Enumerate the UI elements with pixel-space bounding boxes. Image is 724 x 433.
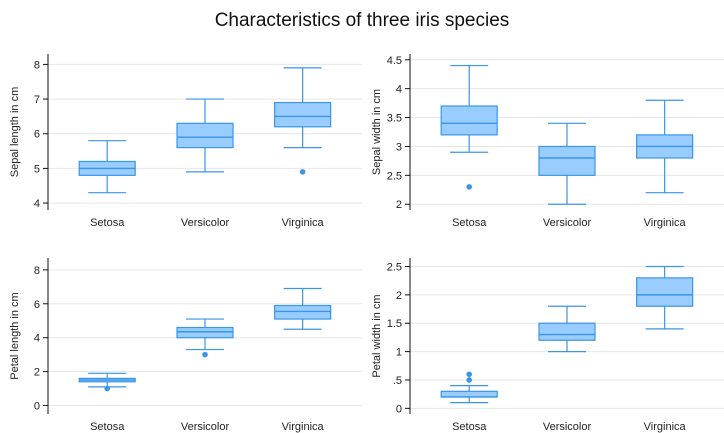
box-versicolor [176,98,234,173]
box-setosa [78,140,136,194]
chart-title: Characteristics of three iris species [214,10,510,31]
y-tick-label: 1 [396,347,402,359]
box-versicolor [538,122,596,205]
y-tick-label: 3.5 [387,113,402,125]
x-tick-label: Virginica [282,217,325,229]
x-tick-label: Setosa [90,421,125,433]
iqr-box [538,322,596,341]
x-tick-label: Virginica [644,217,687,229]
box-virginica [274,287,332,330]
y-tick-label: 4 [34,198,40,210]
x-tick-label: Setosa [452,217,487,229]
iqr-box [176,326,234,339]
y-tick-label: 2 [396,199,402,211]
x-tick-label: Setosa [90,217,125,229]
y-tick-label: 2 [34,367,40,379]
panel-3: 0 2 4 6 8 Petal length in cm Setosa Versicolor V… [9,258,362,433]
x-tick-label: Setosa [452,421,487,433]
outlier-point [299,169,306,175]
y-tick-label: 7 [34,94,40,106]
y-tick-label: 0 [396,403,402,415]
y-tick-label: .5 [393,375,402,387]
panel-2: 2 2.5 3 3.5 4 4.5 Sepal width in cm Setosa Versi… [371,54,724,229]
y-axis-title: Petal length in cm [9,292,21,379]
y-tick-label: 6 [34,299,40,311]
y-axis-title: Sepal length in cm [9,87,21,178]
iqr-box [274,304,332,320]
y-tick-label: 2.5 [387,170,402,182]
y-tick-label: 0 [34,401,40,413]
iqr-box [274,101,332,128]
iqr-box [636,277,694,307]
x-tick-label: Versicolor [181,421,230,433]
iqr-box [538,145,596,176]
y-tick-label: 6 [34,129,40,141]
y-tick-label: 1.5 [387,318,402,330]
box-versicolor [176,318,234,358]
y-tick-label: 8 [34,59,40,71]
y-tick-label: 5 [34,163,40,175]
x-tick-label: Versicolor [181,217,230,229]
outlier-point [466,184,472,190]
box-versicolor [538,305,596,353]
y-axis-title: Sepal width in cm [371,89,383,175]
iqr-box [440,105,498,136]
outlier-point [466,371,472,378]
y-axis-title: Petal width in cm [371,294,383,377]
y-tick-label: 8 [34,265,40,277]
iqr-box [440,390,498,398]
x-tick-label: Versicolor [543,217,592,229]
iqr-box [176,122,234,149]
x-tick-label: Virginica [282,421,325,433]
y-tick-label: 4 [34,333,40,345]
box-setosa [440,371,498,404]
outlier-point [104,385,110,392]
panel-1: 4 5 6 7 8 Sepal length in cm Setosa Versicolor V… [9,54,362,229]
outlier-point [202,351,208,358]
box-virginica [636,265,694,330]
y-tick-label: 2 [396,290,402,302]
y-tick-label: 4 [396,84,402,96]
x-tick-label: Virginica [644,421,687,433]
box-virginica [274,67,332,175]
x-tick-label: Versicolor [543,421,592,433]
y-tick-label: 3 [396,141,402,153]
box-virginica [636,99,694,194]
y-tick-label: 4.5 [387,55,402,67]
outlier-point [466,377,472,383]
box-setosa [440,64,498,190]
box-setosa [78,372,136,392]
y-tick-label: 2.5 [387,262,402,274]
panel-4: 0 .5 1 1.5 2 2.5 Petal width in cm Setosa Versic… [371,258,724,433]
